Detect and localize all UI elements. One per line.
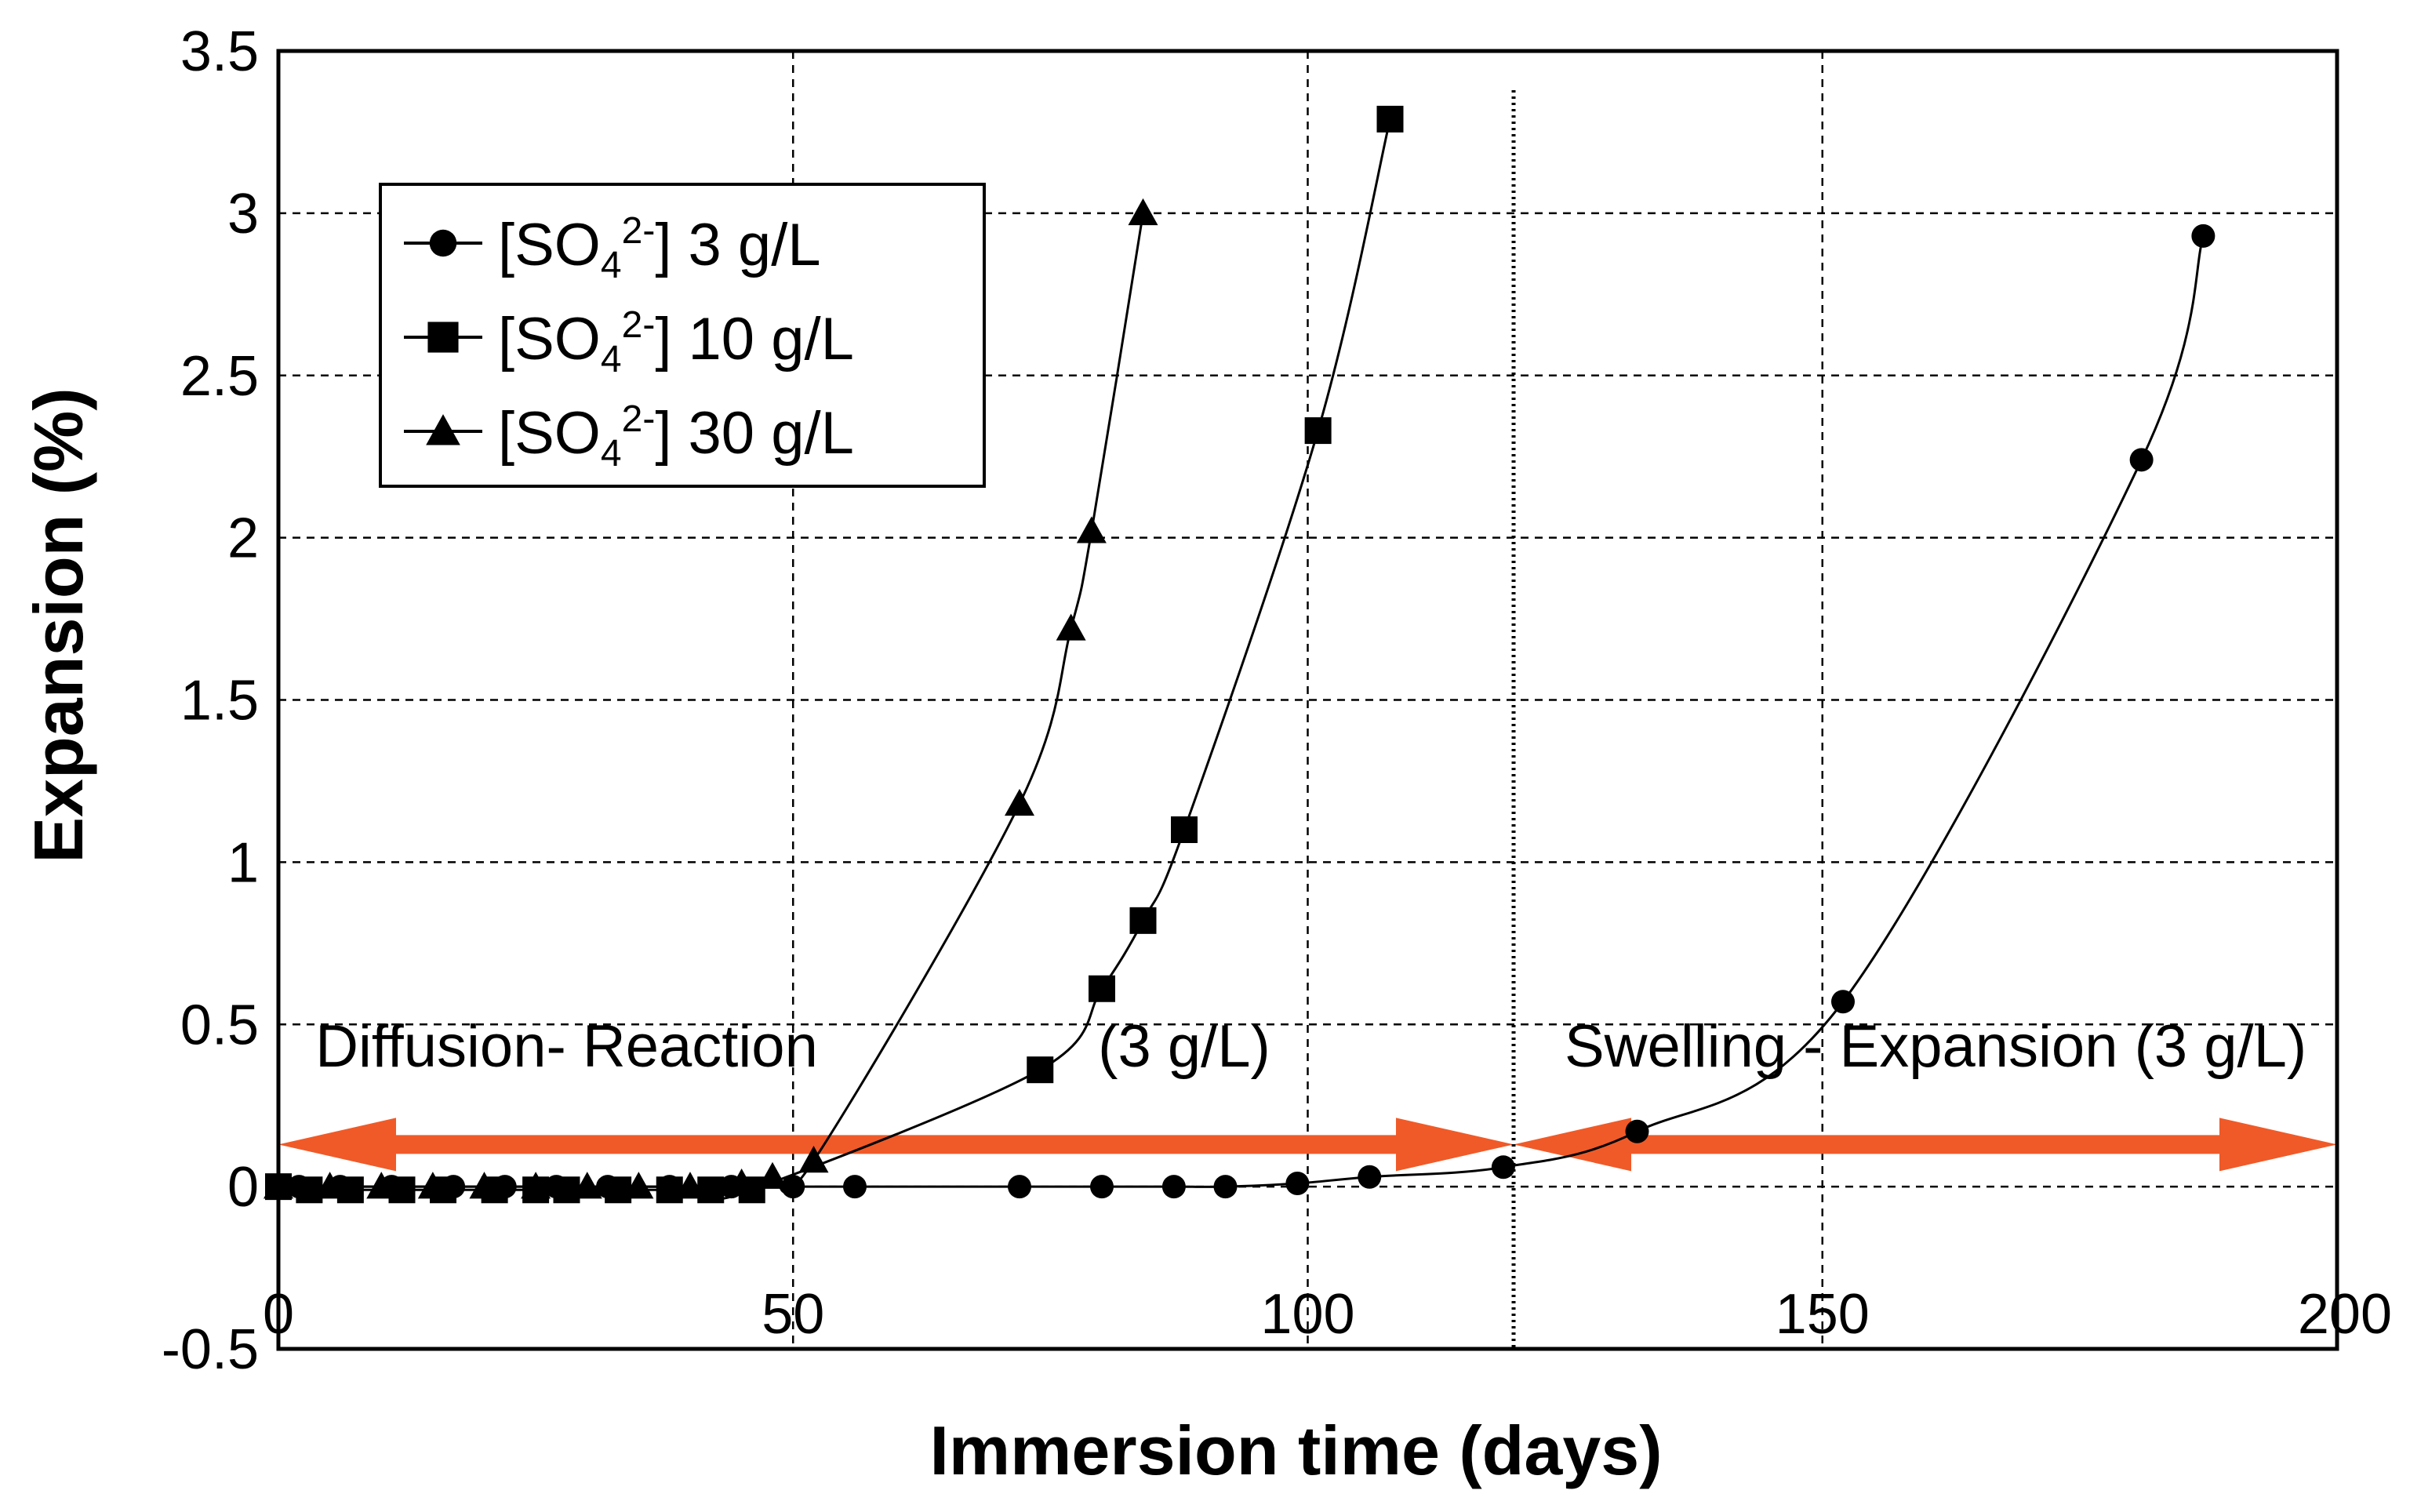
data-point-circle	[1213, 1175, 1238, 1199]
phase-annotation: Swelling - Expansion (3 g/L)	[1565, 1013, 2306, 1080]
annotation-layer: Diffusion- Reaction (3 g/L) Swelling - Exp…	[315, 1013, 2306, 1080]
data-point-triangle	[572, 1172, 602, 1199]
data-point-circle	[2129, 448, 2154, 472]
x-tick-label: 50	[762, 1283, 824, 1346]
data-point-square	[1027, 1056, 1054, 1084]
data-point-circle	[1625, 1119, 1649, 1143]
x-axis-title: Immersion time (days)	[929, 1412, 1662, 1489]
data-point-triangle	[798, 1146, 829, 1173]
data-point-triangle	[623, 1172, 654, 1199]
data-point-triangle	[469, 1172, 500, 1199]
data-point-triangle	[314, 1172, 345, 1199]
data-point-square	[388, 1176, 416, 1204]
data-point-square	[296, 1176, 323, 1204]
y-tick-label: 1.5	[180, 670, 259, 732]
legend-box	[379, 183, 986, 488]
phase-annotation: (3 g/L)	[1098, 1013, 1270, 1080]
series-layer	[264, 105, 2216, 1204]
data-point-square	[656, 1176, 683, 1204]
data-point-triangle	[1005, 788, 1034, 816]
phase-arrow	[278, 1118, 1514, 1172]
data-point-triangle	[1128, 198, 1158, 226]
data-point-triangle	[366, 1172, 397, 1199]
data-point-square	[605, 1176, 632, 1204]
plot-frame	[276, 49, 2339, 1351]
data-point-circle	[1090, 1175, 1114, 1199]
data-point-triangle	[1056, 613, 1086, 641]
data-point-square	[1304, 417, 1332, 445]
data-point-triangle	[1076, 516, 1107, 543]
data-point-triangle	[675, 1172, 705, 1199]
legend-label: [SO42-] 10 g/L	[498, 304, 854, 380]
data-point-square	[697, 1176, 725, 1204]
data-point-triangle	[726, 1168, 757, 1196]
legend-marker-triangle	[426, 414, 460, 445]
phase-annotation: Diffusion- Reaction	[315, 1013, 818, 1080]
data-point-square	[1171, 816, 1198, 843]
series-triangle	[264, 198, 1158, 1199]
legend-marker-circle	[429, 229, 457, 257]
y-tick-label: 3	[227, 183, 259, 245]
legend-label: [SO42-] 3 g/L	[498, 210, 821, 286]
legend: [SO42-] 3 g/L [SO42-] 10 g/L [SO42-] 30 g/…	[379, 183, 986, 488]
data-point-triangle	[417, 1172, 448, 1199]
arrow-layer	[278, 1118, 2337, 1172]
data-point-circle	[1285, 1171, 1310, 1195]
data-point-square	[1089, 975, 1115, 1002]
y-tick-label: 1	[227, 831, 259, 894]
data-point-circle	[1008, 1175, 1031, 1199]
phase-arrow	[1514, 1118, 2337, 1172]
y-tick-label: 0.5	[180, 994, 259, 1056]
y-tick-label: 3.5	[180, 20, 259, 83]
x-tick-label: 200	[2298, 1283, 2392, 1346]
x-tick-label: 150	[1776, 1283, 1870, 1346]
y-tick-label: 2.5	[180, 345, 259, 408]
legend-marker-square	[427, 322, 459, 353]
x-tick-label: 100	[1260, 1283, 1354, 1346]
y-tick-label: -0.5	[162, 1318, 259, 1381]
data-point-square	[336, 1176, 364, 1204]
data-point-triangle	[758, 1161, 787, 1189]
x-tick-label: 0	[263, 1283, 294, 1346]
data-point-circle	[1491, 1155, 1515, 1179]
y-tick-label: 2	[227, 507, 259, 570]
data-point-circle	[1831, 990, 1855, 1014]
legend-label: [SO42-] 30 g/L	[498, 398, 854, 474]
tick-label-layer: -0.500.511.522.533.50 50 100 150 200	[162, 20, 2392, 1381]
data-point-circle	[2191, 224, 2216, 248]
data-point-square	[1376, 105, 1404, 133]
data-point-square	[553, 1176, 580, 1204]
data-point-square	[1129, 907, 1157, 934]
data-point-circle	[843, 1175, 867, 1199]
data-point-circle	[1161, 1175, 1186, 1199]
y-axis-title: Expansion (%)	[20, 387, 97, 863]
data-point-circle	[1358, 1165, 1382, 1189]
y-tick-label: 0	[227, 1156, 259, 1219]
data-point-triangle	[521, 1172, 551, 1199]
